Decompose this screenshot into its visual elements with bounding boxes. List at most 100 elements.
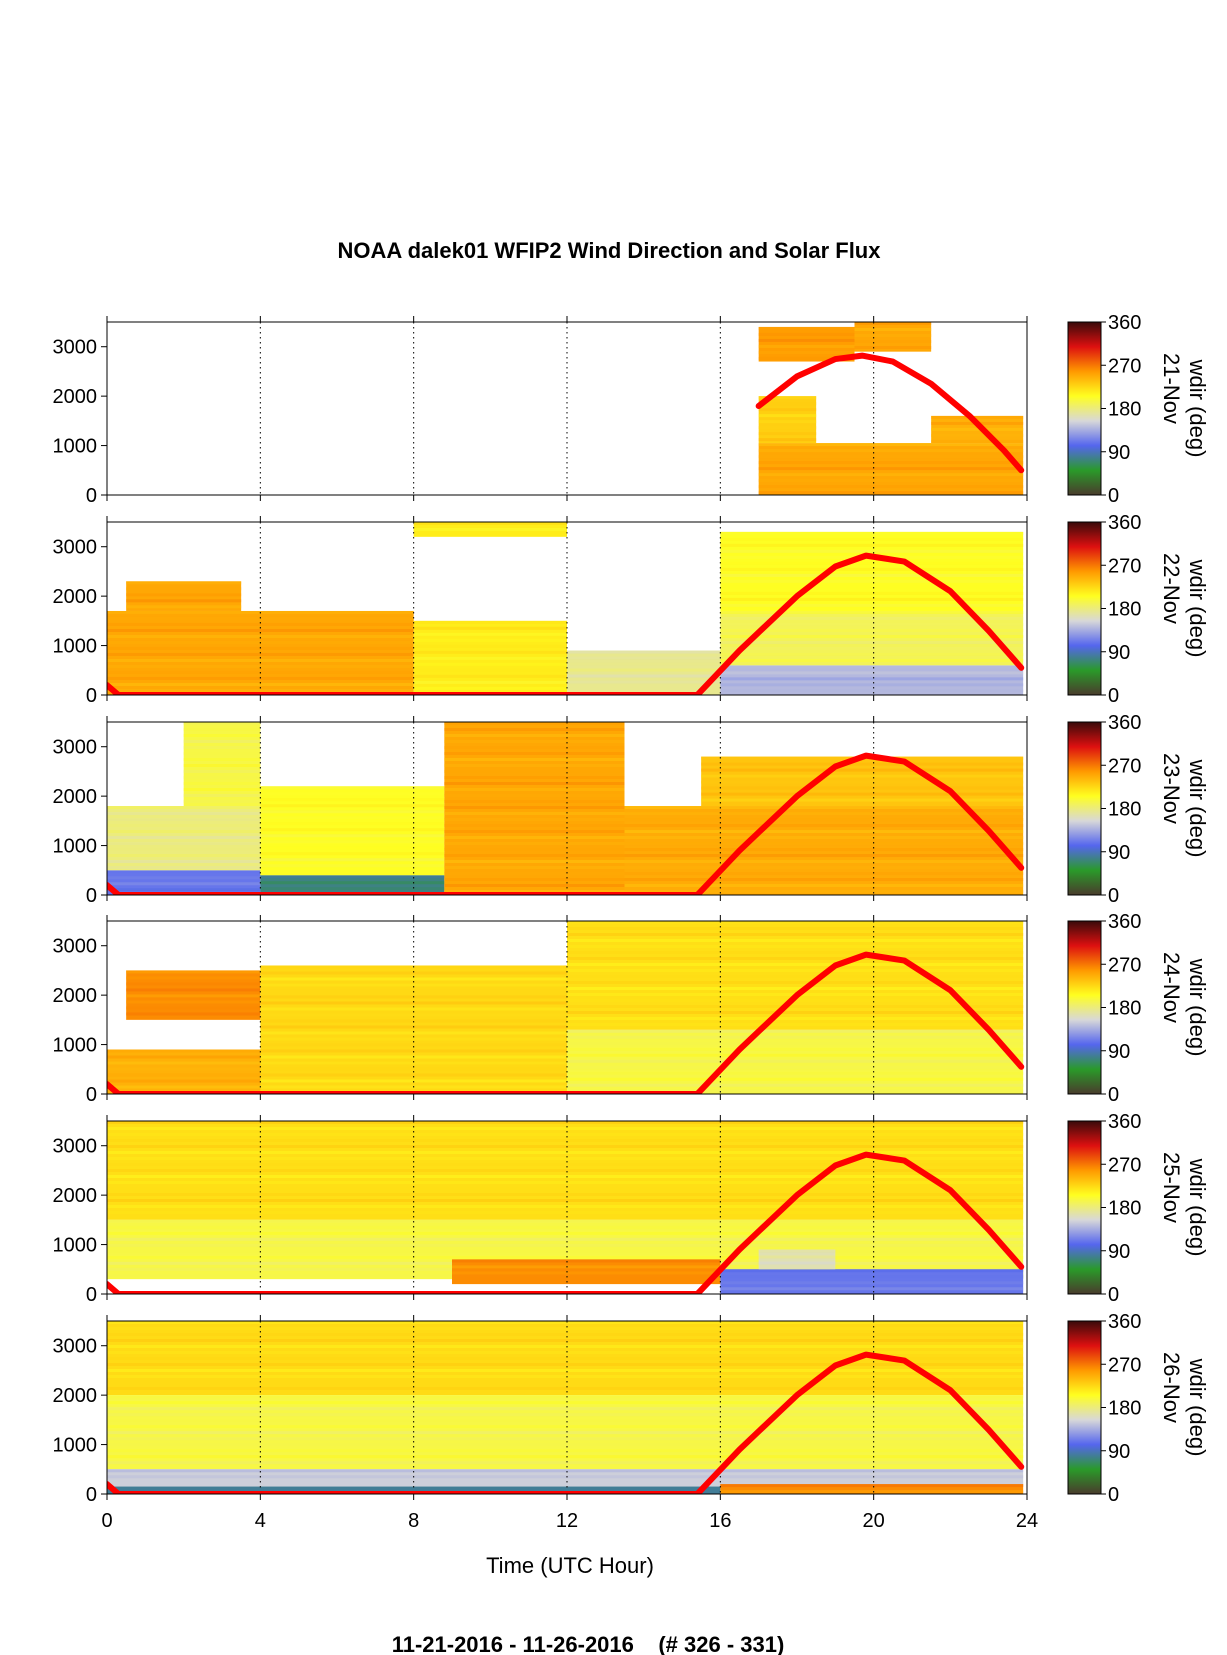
wdir-stripe xyxy=(183,752,261,755)
y-tick-label: 1000 xyxy=(53,836,98,858)
wdir-stripe xyxy=(260,810,445,814)
wdir-stripe xyxy=(720,549,1024,553)
wdir-stripe xyxy=(720,616,1024,620)
wdir-stripe xyxy=(931,433,1024,437)
wdir-stripe xyxy=(444,800,625,803)
wdir-stripe xyxy=(413,668,567,672)
wdir-stripe xyxy=(107,1375,1024,1378)
wind-direction-field xyxy=(107,1321,1024,1494)
wdir-stripe xyxy=(260,887,445,891)
wdir-stripe xyxy=(107,842,261,846)
wdir-stripe xyxy=(567,686,721,690)
wdir-stripe xyxy=(126,1000,261,1004)
wdir-stripe xyxy=(758,332,855,336)
wdir-stripe xyxy=(624,836,1024,840)
y-tick-label: 2000 xyxy=(53,386,98,408)
wdir-stripe xyxy=(107,634,414,638)
wdir-stripe xyxy=(567,1035,1024,1039)
wdir-stripe xyxy=(413,674,567,678)
wdir-stripe xyxy=(413,620,567,624)
wdir-stripe xyxy=(567,1041,1024,1045)
wdir-stripe xyxy=(260,875,445,879)
wdir-stripe xyxy=(413,632,567,636)
y-tick-label: 1000 xyxy=(53,636,98,658)
wdir-stripe xyxy=(107,1395,1024,1399)
wdir-stripe xyxy=(444,866,625,869)
colorbar-tick-label: 90 xyxy=(1108,442,1130,464)
wdir-stripe xyxy=(567,656,721,660)
wdir-stripe xyxy=(444,770,625,773)
wdir-stripe xyxy=(758,402,817,406)
wdir-stripe xyxy=(720,622,1024,626)
wdir-stripe xyxy=(107,1193,1024,1196)
wdir-stripe xyxy=(720,1275,1024,1279)
wdir-stripe xyxy=(107,1127,1024,1130)
solar-flux-curve xyxy=(107,752,1025,895)
wdir-stripe xyxy=(183,782,261,785)
wind-direction-field xyxy=(107,722,1024,895)
wdir-stripe xyxy=(183,728,261,731)
wdir-stripe xyxy=(107,1449,1024,1453)
wdir-cell xyxy=(107,1486,721,1494)
wdir-stripe xyxy=(567,1029,1024,1033)
wdir-stripe xyxy=(444,752,625,755)
solar-flux-curve xyxy=(107,1151,1025,1294)
wdir-stripe xyxy=(567,1023,1024,1026)
wdir-stripe xyxy=(444,728,625,731)
wind-direction-field xyxy=(107,921,1024,1094)
wdir-stripe xyxy=(107,1363,1024,1366)
colorbar-tick-label: 90 xyxy=(1108,842,1130,864)
wdir-stripe xyxy=(758,467,1024,471)
wdir-stripe xyxy=(260,1037,567,1041)
wdir-stripe xyxy=(107,1199,1024,1202)
wdir-stripe xyxy=(107,1219,1024,1223)
wdir-stripe xyxy=(452,1259,721,1263)
wdir-stripe xyxy=(758,414,817,418)
wdir-stripe xyxy=(444,746,625,749)
wdir-stripe xyxy=(260,834,445,838)
wdir-stripe xyxy=(126,1006,261,1010)
wdir-stripe xyxy=(260,798,445,802)
wdir-stripe xyxy=(260,816,445,820)
wdir-stripe xyxy=(107,1049,337,1053)
wdir-stripe xyxy=(107,1237,1024,1241)
wdir-stripe xyxy=(758,455,1024,459)
wdir-stripe xyxy=(624,848,1024,852)
wdir-stripe xyxy=(107,1079,337,1083)
wdir-stripe xyxy=(107,1243,1024,1247)
x-tick-label: 20 xyxy=(863,1510,885,1532)
y-tick-label: 1000 xyxy=(53,1035,98,1057)
colorbar-tick-label: 0 xyxy=(1108,685,1119,707)
wdir-stripe xyxy=(183,794,261,797)
wdir-stripe xyxy=(624,866,1024,870)
panel-24-Nov: 0 1000 2000 3000 0 90 180 270 360 wdir (deg)24-No… xyxy=(53,911,1211,1106)
wdir-stripe xyxy=(758,350,855,354)
wdir-stripe xyxy=(107,824,261,828)
wdir-stripe xyxy=(183,764,261,767)
wdir-stripe xyxy=(720,634,1024,638)
wdir-stripe xyxy=(567,945,1024,948)
wdir-stripe xyxy=(107,1357,1024,1360)
wdir-stripe xyxy=(567,1089,1024,1093)
wdir-stripe xyxy=(260,1019,567,1023)
wdir-stripe xyxy=(260,1061,567,1065)
wdir-stripe xyxy=(720,671,1024,675)
wdir-stripe xyxy=(444,872,625,875)
wdir-stripe xyxy=(107,1351,1024,1354)
colorbar-label: wdir (deg) xyxy=(1185,559,1210,658)
wdir-stripe xyxy=(444,890,625,893)
colorbar-tick-label: 0 xyxy=(1108,885,1119,907)
colorbar-tick-label: 90 xyxy=(1108,642,1130,664)
wdir-stripe xyxy=(701,792,1024,796)
wdir-stripe xyxy=(413,638,567,642)
wdir-stripe xyxy=(720,567,1024,571)
wdir-stripe xyxy=(444,878,625,881)
wdir-stripe xyxy=(720,689,1024,693)
wdir-stripe xyxy=(107,664,414,668)
panel-26-Nov: 0 1000 2000 3000 0 4 8 12 16 20 24 0 90 180 270 360 wdir… xyxy=(53,1311,1211,1532)
wdir-stripe xyxy=(931,427,1024,431)
wdir-stripe xyxy=(107,1461,1024,1465)
wdir-stripe xyxy=(624,854,1024,858)
colorbar-tick-label: 270 xyxy=(1108,954,1141,976)
colorbar-tick-label: 360 xyxy=(1108,712,1141,734)
